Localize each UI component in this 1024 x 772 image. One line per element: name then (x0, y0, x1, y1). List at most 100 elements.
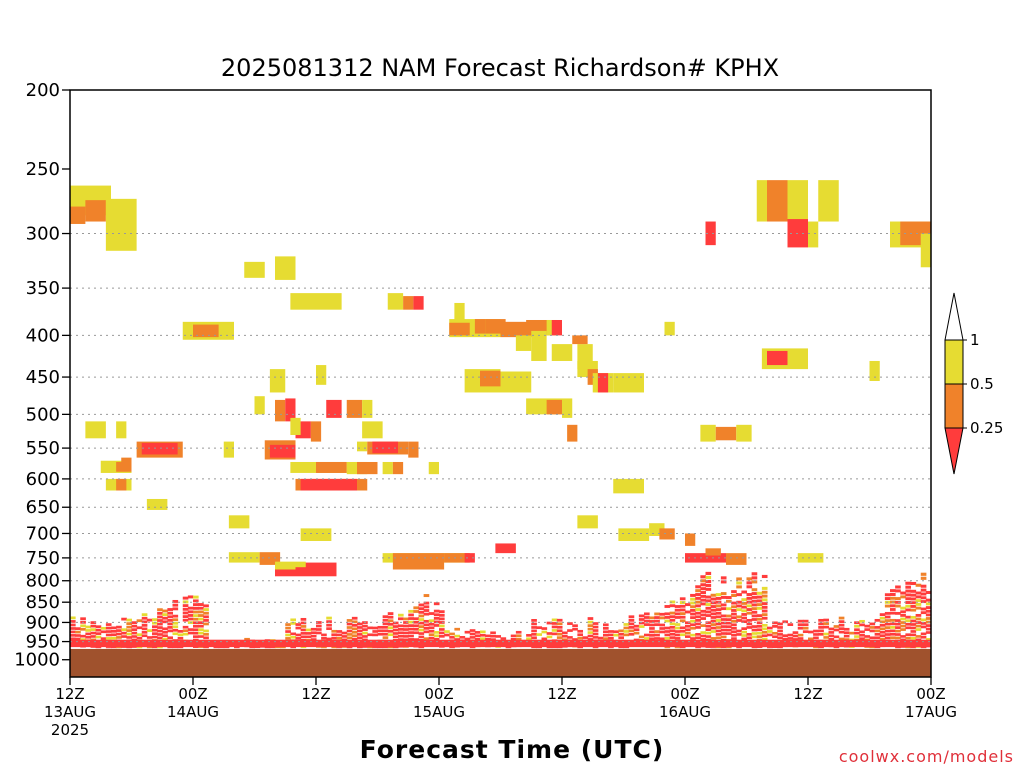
ri-cell (874, 646, 881, 649)
ri-cell (746, 608, 753, 611)
ri-cell (869, 629, 876, 633)
ri-cell (193, 614, 199, 618)
ri-cell (685, 610, 691, 614)
plot-frame (69, 89, 932, 678)
ri-cell (720, 635, 727, 639)
ri-cell (890, 622, 896, 626)
ri-cell (418, 628, 425, 632)
ri-cell (592, 646, 599, 649)
ri-cell (203, 622, 209, 626)
ri-cell (695, 611, 701, 615)
x-tick-label: 14AUG (167, 703, 219, 721)
ri-cell (828, 631, 835, 634)
ri-cell (746, 626, 753, 629)
ri-cell (126, 629, 133, 632)
ri-cell (905, 581, 912, 585)
ri-cell (910, 581, 917, 586)
ri-cell (444, 633, 450, 637)
ri-cell (449, 632, 455, 636)
ri-cell (193, 628, 199, 632)
ri-cell (454, 634, 461, 638)
ri-cell (280, 646, 286, 649)
ri-cell (562, 398, 573, 418)
ri-cell (295, 637, 302, 640)
ri-cell (679, 626, 686, 630)
ri-cell (736, 600, 742, 604)
ri-cell (761, 594, 768, 598)
ri-cell (531, 646, 537, 649)
legend-arrow-bottom (944, 427, 964, 475)
ri-cell (731, 590, 737, 594)
ri-cell (157, 636, 163, 640)
ri-cell (162, 616, 168, 620)
ri-cell (756, 617, 763, 621)
y-tick-label: 500 (26, 404, 60, 425)
ri-cell (336, 633, 343, 637)
ri-cell (638, 635, 645, 639)
ri-cell (874, 632, 881, 636)
ri-cell (669, 600, 676, 604)
ri-cell (75, 634, 81, 637)
ri-cell (900, 610, 906, 614)
ri-cell (925, 627, 932, 631)
ri-cell (751, 572, 758, 576)
ri-cell (884, 629, 891, 633)
ri-cell (382, 618, 389, 622)
ri-cell (367, 626, 373, 630)
ri-cell (326, 627, 332, 631)
ri-cell (920, 618, 927, 622)
ri-cell (690, 633, 696, 637)
ri-cell (669, 629, 676, 633)
ri-cell (720, 595, 727, 599)
ri-cell (285, 633, 291, 637)
ri-cell (613, 633, 619, 637)
ri-cell (910, 615, 917, 619)
ri-cell (182, 615, 189, 618)
ri-cell (726, 625, 732, 629)
ri-cell (720, 625, 727, 628)
ri-cell (633, 624, 640, 628)
ri-cell (905, 601, 912, 604)
ri-cell (167, 615, 174, 619)
ri-cell (756, 635, 763, 638)
ri-cell (126, 636, 133, 639)
ri-cell (357, 629, 363, 633)
ri-cell (582, 636, 589, 639)
ri-cell (531, 622, 537, 626)
ri-cell (592, 636, 599, 639)
ri-cell (777, 622, 783, 626)
ri-cell (454, 302, 465, 322)
ri-cell (797, 626, 804, 630)
ri-cell (700, 617, 707, 620)
ri-cell (85, 421, 106, 439)
ri-cell (316, 621, 322, 624)
ri-cell (111, 633, 117, 637)
ri-cell (920, 607, 927, 611)
ri-cell (884, 622, 891, 626)
ri-cell (387, 612, 394, 615)
ri-cell (720, 580, 727, 584)
x-tick-label: 15AUG (413, 703, 465, 721)
ri-cell (290, 646, 297, 649)
ri-cell (761, 609, 768, 613)
ri-cell (485, 637, 491, 641)
ri-cell (141, 620, 148, 624)
ri-cell (377, 632, 384, 636)
ri-cell (649, 616, 655, 620)
ri-cell (869, 636, 876, 640)
ri-cell (905, 593, 912, 597)
ri-cell (654, 623, 660, 627)
ri-cell (705, 221, 716, 246)
ri-cell (751, 635, 758, 639)
ri-cell (603, 630, 609, 634)
ri-cell (705, 571, 712, 576)
ri-cell (720, 614, 727, 618)
ri-cell (879, 634, 886, 638)
ri-cell (818, 618, 824, 622)
ri-cell (152, 628, 158, 632)
ri-cell (362, 635, 368, 638)
ri-cell (777, 646, 783, 649)
ri-cell (674, 623, 681, 626)
ri-cell (275, 561, 306, 570)
ri-cell (726, 618, 732, 621)
